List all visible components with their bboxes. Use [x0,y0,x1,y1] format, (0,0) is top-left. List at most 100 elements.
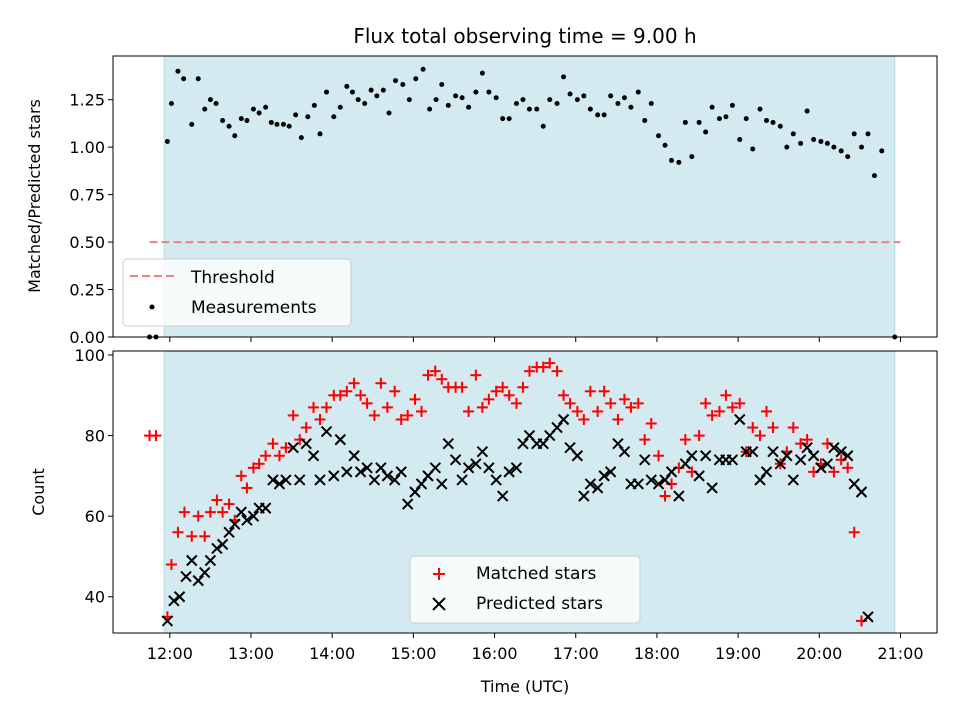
matched-point [842,462,854,474]
x-tick-label: 21:00 [877,644,923,663]
measurement-point [386,110,392,116]
predicted-point [591,482,604,494]
measurement-point [567,91,573,97]
matched-point [510,397,522,409]
predicted-point [835,446,847,458]
predicted-point [294,474,306,486]
measurement-point [175,68,181,74]
matched-point [348,377,360,389]
measurement-point [355,97,361,103]
predicted-point [216,538,229,551]
predicted-point [314,474,326,486]
matched-point [679,434,691,446]
measurement-point [879,148,885,154]
matched-point [720,389,732,401]
measurement-point [244,118,250,124]
matched-point [223,498,235,510]
predicted-point [794,454,807,466]
predicted-point [267,474,279,486]
measurement-point [207,97,213,103]
matched-point [787,422,799,434]
measurement-point [479,70,485,76]
measurement-point [362,100,368,106]
measurement-point [232,133,238,139]
measurement-point [286,123,292,129]
predicted-point [161,615,174,627]
matched-point [389,385,401,397]
measurement-point [750,146,756,152]
measurement-point [716,116,722,122]
matched-point [754,430,766,442]
measurement-point [824,140,830,146]
predicted-point [395,466,407,478]
y-tick-label: 1.25 [69,91,105,110]
measurement-point [274,121,280,127]
measurement-point [811,137,817,143]
measurement-point [581,93,587,99]
measurement-point [413,76,419,82]
count-y-axis-label: Count [29,468,48,516]
x-tick-label: 16:00 [472,644,518,663]
measurement-point [486,89,492,95]
matched-point [204,506,216,518]
measurement-point [737,137,743,143]
predicted-point [496,490,509,502]
predicted-point [442,437,454,450]
predicted-point [229,518,241,530]
measurement-point [703,129,709,135]
predicted-point [726,454,739,466]
measurement-point [676,159,682,165]
matched-point [700,397,712,409]
measurement-point [526,106,532,112]
predicted-point [415,478,428,490]
measurement-point [368,87,374,93]
measurement-point [349,89,355,95]
predicted-point [381,470,394,482]
measurement-point [250,106,256,112]
measurement-point [513,100,519,106]
y-tick-label: 60 [85,507,105,526]
measurement-point [534,106,540,112]
measurement-point [500,116,506,122]
predicted-point [801,441,813,454]
measurement-point [433,97,439,103]
predicted-point [273,478,286,490]
measurement-point [729,102,735,108]
predicted-point [807,450,820,462]
measurement-point [493,95,499,101]
measurement-point [648,100,654,106]
measurement-point [344,83,350,89]
predicted-point [247,510,260,522]
predicted-point [341,466,353,478]
predicted-point [645,474,657,486]
measurement-point [189,121,195,127]
matched-point [395,413,407,425]
measurement-point [213,100,219,106]
measurements-legend-swatch [149,304,155,310]
matched-point [300,422,312,434]
measurement-point [393,78,399,84]
predicted-point [180,570,192,583]
measurement-point [453,93,459,99]
measurement-point [709,104,715,110]
matched-point [483,393,495,405]
predicted-point [192,574,204,587]
matched-point [199,530,211,542]
matched-point [192,510,204,522]
matched-point [172,526,184,538]
predicted-point [639,454,651,466]
matched-point [463,405,475,417]
matched-point [537,361,549,373]
threshold-legend-label: Threshold [190,268,275,288]
measurement-point [554,100,560,106]
matched-point [178,506,190,518]
predicted-point [334,433,347,446]
predicted-point [462,462,475,474]
matched-point [165,559,177,571]
matched-point [639,434,651,446]
predicted-point [280,474,292,486]
measurement-point [696,119,702,125]
ratio-panel: 0.00 0.25 0.50 0.75 1.00 1.25 Matched/Predict… [25,55,938,347]
matched-point [253,458,265,470]
count-panel: 40 60 80 100 12:00 13:00 14:00 15:00 16:00 17:00… [29,346,938,696]
